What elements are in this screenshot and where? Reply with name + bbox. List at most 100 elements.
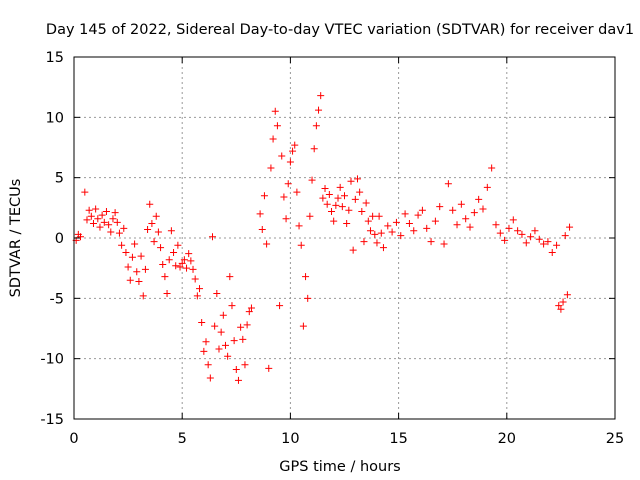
data-point (392, 218, 400, 226)
data-point (81, 188, 89, 196)
y-tick-label: -15 (40, 412, 64, 428)
data-point (213, 290, 221, 298)
data-point (98, 211, 106, 219)
data-point (479, 205, 487, 213)
data-point (299, 322, 307, 330)
data-point (492, 221, 500, 229)
x-tick-label: 15 (389, 431, 407, 447)
x-axis-label: GPS time / hours (279, 459, 400, 475)
data-point (341, 192, 348, 200)
data-point (310, 145, 318, 153)
data-point (178, 259, 186, 267)
data-point (444, 180, 452, 188)
data-point (297, 241, 305, 249)
data-point (109, 215, 117, 223)
data-point (113, 218, 121, 226)
data-point (230, 337, 238, 345)
data-point (176, 263, 184, 271)
y-axis-label: SDTVAR / TECUs (8, 179, 24, 298)
data-point (211, 322, 219, 330)
data-point (518, 230, 526, 238)
data-point (163, 290, 171, 298)
data-point (496, 229, 504, 237)
data-point (202, 338, 210, 346)
data-point (338, 203, 346, 211)
data-point (260, 192, 268, 200)
data-point (289, 147, 297, 155)
data-point (388, 228, 396, 236)
data-point (295, 222, 303, 230)
data-point (457, 200, 465, 208)
data-point (263, 240, 271, 248)
grid (74, 57, 615, 419)
data-point (198, 318, 206, 326)
x-tick-label: 25 (606, 431, 624, 447)
data-point (221, 341, 229, 349)
data-point (427, 238, 435, 246)
data-point (234, 376, 242, 384)
data-point (200, 347, 208, 355)
data-point (193, 292, 201, 300)
data-point (76, 233, 84, 241)
data-point (544, 238, 552, 246)
data-point (356, 188, 364, 196)
data-point (157, 244, 165, 252)
data-point (343, 220, 351, 228)
data-point (146, 200, 154, 208)
data-point (566, 223, 574, 231)
data-point (330, 217, 338, 225)
data-point (219, 311, 227, 319)
x-tick-label: 0 (69, 431, 78, 447)
data-point (118, 241, 126, 249)
data-point (325, 191, 333, 199)
data-point (85, 206, 93, 214)
data-point (397, 232, 405, 240)
data-point (278, 152, 286, 160)
data-point (304, 294, 312, 302)
data-point (501, 236, 509, 244)
data-point (120, 224, 128, 232)
data-point (509, 216, 517, 224)
data-point (563, 291, 571, 299)
data-point (332, 201, 340, 209)
data-point (139, 292, 147, 300)
data-point (364, 217, 372, 225)
data-point (362, 199, 370, 207)
chart-title: Day 145 of 2022, Sidereal Day-to-day VTE… (46, 22, 634, 38)
data-point (466, 223, 474, 231)
data-point (167, 227, 175, 235)
data-point (351, 195, 359, 203)
data-point (154, 228, 162, 236)
data-point (131, 240, 139, 248)
y-axis: -15 -10 -5 0 5 10 15 (40, 50, 615, 428)
data-point (505, 224, 513, 232)
data-point (328, 207, 336, 215)
x-tick-label: 10 (281, 431, 299, 447)
data-point (514, 227, 522, 235)
data-point (308, 176, 316, 184)
data-point (470, 209, 478, 217)
y-tick-label: 15 (46, 50, 64, 66)
data-point (105, 221, 113, 229)
data-point (247, 304, 255, 312)
data-point (107, 228, 115, 236)
data-point (555, 302, 563, 310)
data-point (401, 210, 409, 218)
data-point (111, 209, 119, 217)
data-point (100, 218, 108, 226)
data-point (553, 241, 561, 249)
data-point (237, 323, 245, 331)
data-point (527, 233, 535, 241)
data-point (258, 226, 266, 234)
data-point (475, 195, 483, 203)
data-point (269, 135, 277, 143)
data-point (102, 207, 110, 215)
data-point (280, 193, 288, 201)
data-point (436, 203, 444, 211)
data-point (522, 239, 530, 247)
data-point (449, 206, 457, 214)
data-point (345, 206, 353, 214)
data-point (122, 248, 130, 256)
data-point (174, 241, 182, 249)
data-point (124, 263, 132, 271)
